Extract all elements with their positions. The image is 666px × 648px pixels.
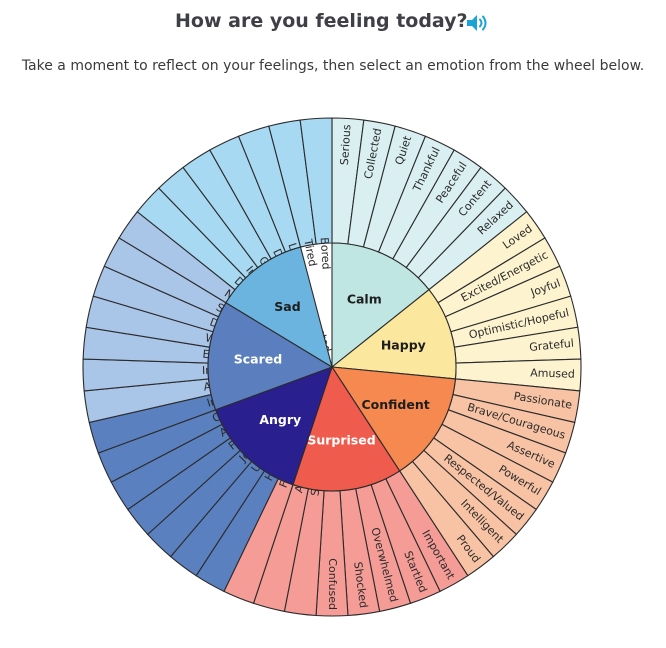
core-segment[interactable]	[225, 246, 333, 369]
core-segment[interactable]	[330, 288, 457, 380]
instructions-text: Take a moment to reflect on your feeling…	[21, 58, 645, 74]
core-confident[interactable]: Confident	[330, 366, 457, 472]
emotion-label: Bored	[318, 237, 333, 270]
core-scared[interactable]: Scared	[207, 301, 334, 411]
emotion-label: Shocked	[351, 561, 370, 609]
core-segment[interactable]	[330, 366, 457, 472]
emotion-tired[interactable]: Tired	[268, 119, 319, 268]
emotion-wheel: Serious Collected QuietThankfulPeacefulCon…	[82, 117, 582, 617]
emotion-label: Confused	[326, 558, 339, 610]
core-label: Angry	[259, 412, 301, 427]
core-surprised[interactable]: Surprised	[292, 365, 401, 492]
core-label: Surprised	[307, 432, 375, 447]
emotion-label: Amused	[530, 366, 575, 380]
core-segment[interactable]	[207, 301, 334, 411]
emotion-label: Tired	[301, 237, 319, 267]
core-label: Happy	[381, 337, 426, 352]
core-happy[interactable]: Happy	[330, 288, 457, 380]
core-segment[interactable]	[214, 366, 333, 486]
outer-ring: Serious Collected QuietThankfulPeacefulCon…	[82, 117, 582, 617]
emotion-label: Grateful	[529, 337, 575, 354]
core-label: Confident	[362, 397, 430, 412]
core-label: Sad	[274, 299, 300, 314]
emotion-label: Serious	[338, 124, 354, 166]
core-label: Calm	[347, 291, 382, 306]
emotion-quiet[interactable]: Quiet	[362, 125, 427, 253]
core-label: Scared	[234, 351, 282, 366]
core-sad[interactable]: Sad	[225, 246, 333, 369]
emotion-bored[interactable]: Bored	[299, 117, 333, 270]
core-calm[interactable]: Calm	[331, 242, 430, 369]
page-title: How are you feeling today?	[175, 10, 468, 32]
core-segment[interactable]	[331, 242, 430, 369]
inner-ring: Calm Happy Confident Surprised Angry Scared Sa…	[207, 242, 457, 492]
speaker-icon[interactable]	[464, 12, 490, 34]
core-segment[interactable]	[292, 365, 401, 492]
core-angry[interactable]: Angry	[214, 366, 333, 486]
header: How are you feeling today?	[0, 10, 666, 38]
